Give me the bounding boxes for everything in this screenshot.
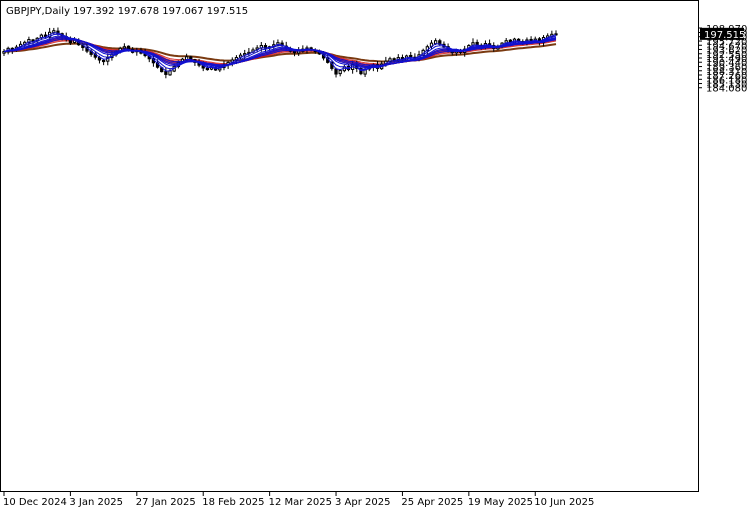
y-tick-label: 194.670 — [706, 41, 747, 52]
ma-fast-line — [3, 38, 557, 66]
candle-body — [122, 46, 127, 49]
x-tick-label: 3 Jan 2025 — [69, 497, 123, 508]
candle-body — [205, 67, 210, 71]
last-price-value: 197.515 — [704, 30, 745, 41]
y-tick-label: 184.080 — [706, 84, 747, 95]
y-tick-label: 192.550 — [706, 50, 747, 61]
symbol-info: GBPJPY,Daily 197.392 197.678 197.067 197… — [6, 6, 248, 17]
x-tick-label: 19 May 2025 — [468, 497, 533, 508]
candle-body — [106, 57, 110, 62]
plot-area — [0, 0, 699, 492]
y-tick-label: 185.130 — [706, 80, 747, 91]
x-tick-label: 12 Mar 2025 — [269, 497, 332, 508]
candle-body — [243, 53, 247, 56]
x-tick-label: 10 Jun 2025 — [534, 497, 594, 508]
candle-body — [338, 69, 342, 75]
candle — [205, 66, 210, 71]
candle-body — [164, 71, 168, 75]
y-tick-label: 187.260 — [706, 71, 747, 82]
y-tick-label: 188.310 — [706, 67, 747, 78]
candle-body — [554, 33, 558, 36]
y-tick-label: 195.720 — [706, 37, 747, 48]
x-tick-label: 3 Apr 2025 — [335, 497, 390, 508]
x-tick-label: 25 Apr 2025 — [401, 497, 463, 508]
candle-body — [27, 39, 31, 44]
y-tick-label: 190.440 — [706, 58, 747, 69]
fast-ma-layer — [3, 32, 557, 72]
y-tick-label: 189.360 — [706, 63, 747, 74]
candle-body — [334, 68, 338, 75]
candle — [106, 53, 110, 66]
ma-fast-line — [3, 37, 557, 67]
candle — [164, 67, 168, 79]
y-tick-label: 186.180 — [706, 75, 747, 86]
x-axis: 10 Dec 2024 3 Jan 2025 27 Jan 2025 18 Feb 2… — [3, 491, 594, 508]
x-tick-label: 10 Dec 2024 — [3, 497, 67, 508]
x-tick-label: 27 Jan 2025 — [136, 497, 196, 508]
candle — [338, 69, 342, 77]
last-price-label: 197.515 — [700, 27, 745, 41]
candle-body — [101, 59, 106, 63]
y-tick-label: 193.620 — [706, 45, 747, 56]
last-price-tag — [700, 27, 744, 40]
candle-body — [168, 70, 172, 76]
y-tick-label: 191.490 — [706, 54, 747, 65]
x-tick-label: 18 Feb 2025 — [202, 497, 264, 508]
candle-body — [475, 41, 479, 46]
